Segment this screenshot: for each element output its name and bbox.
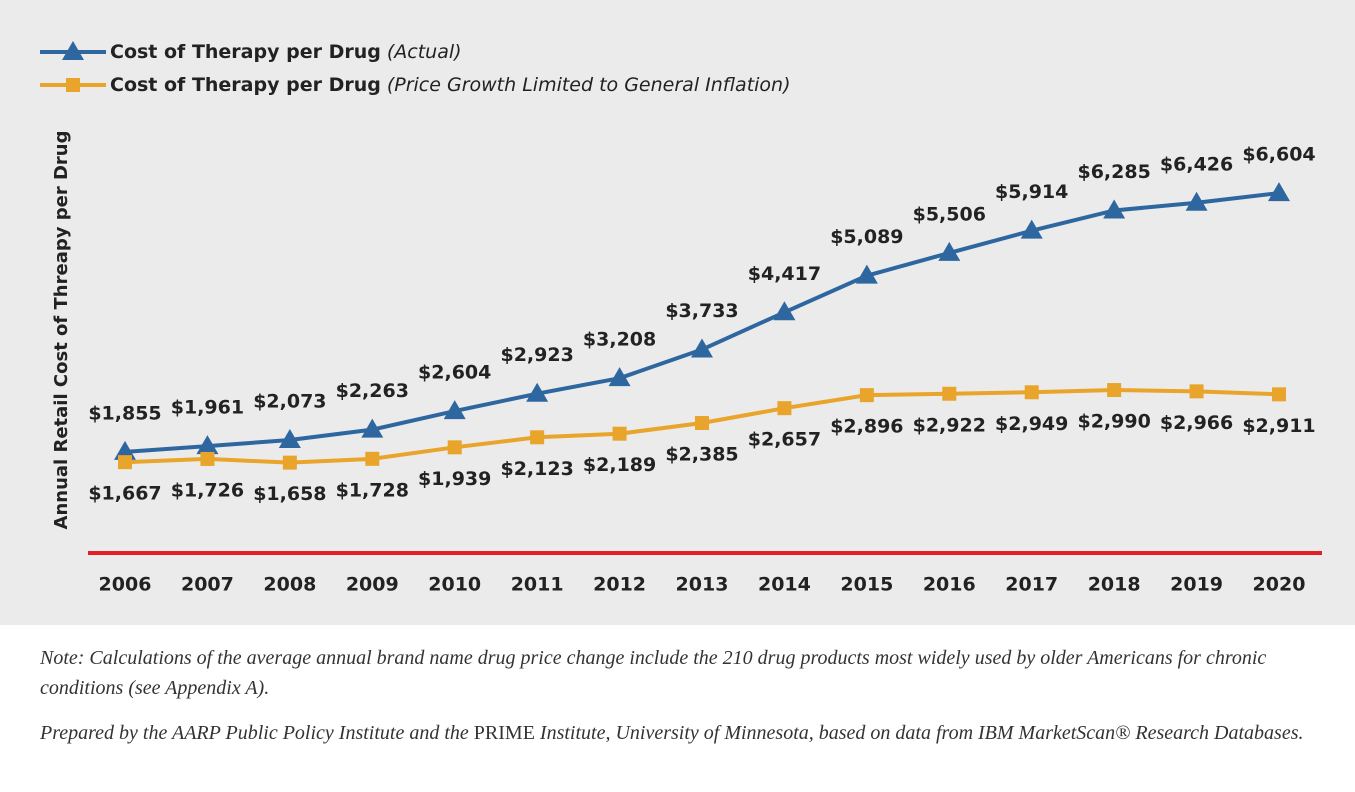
x-tick-label: 2009: [346, 574, 399, 596]
x-tick-label: 2013: [676, 574, 729, 596]
data-label: $5,506: [913, 203, 986, 225]
marker: [777, 401, 792, 416]
x-tick-label: 2017: [1005, 574, 1058, 596]
x-tick-label: 2010: [428, 574, 481, 596]
x-tick-label: 2014: [758, 574, 811, 596]
data-label: $2,896: [830, 416, 903, 438]
marker: [526, 382, 549, 402]
data-label: $2,073: [253, 391, 326, 413]
marker: [118, 455, 132, 470]
x-tick-label: 2018: [1088, 574, 1141, 596]
marker: [855, 264, 878, 284]
chart-panel: [0, 0, 1355, 625]
data-label: $2,263: [336, 380, 409, 402]
marker: [530, 430, 545, 445]
x-tick-label: 2006: [99, 574, 152, 596]
marker: [773, 301, 796, 321]
marker: [443, 400, 466, 420]
data-label: $2,657: [748, 429, 821, 451]
marker: [365, 451, 380, 466]
y-axis-title: Annual Retail Cost of Threapy per Drug: [51, 131, 72, 530]
legend-label: Cost of Therapy per Drug (Actual): [110, 41, 462, 63]
data-label: $3,733: [665, 300, 738, 322]
x-tick-label: 2011: [511, 574, 564, 596]
data-label: $5,914: [995, 181, 1068, 203]
data-label: $1,667: [88, 483, 161, 505]
data-label: $6,285: [1077, 161, 1150, 183]
marker: [1185, 191, 1208, 211]
marker: [612, 426, 627, 441]
marker: [1272, 387, 1286, 402]
chart: Annual Retail Cost of Threapy per Drug 2…: [40, 41, 1322, 596]
data-label: $2,123: [500, 458, 573, 480]
legend-qualifier: (Actual): [387, 41, 462, 63]
x-tick-label: 2016: [923, 574, 976, 596]
source-text: Institute, University of Minnesota, base…: [534, 722, 1304, 744]
data-label: $1,726: [171, 479, 244, 501]
marker: [62, 41, 84, 60]
marker: [282, 455, 297, 470]
data-label: $2,990: [1077, 411, 1150, 433]
data-label: $6,426: [1160, 153, 1233, 175]
marker: [1103, 199, 1126, 219]
source: Prepared by the AARP Public Policy Insti…: [40, 718, 1330, 748]
x-tick-label: 2015: [840, 574, 893, 596]
data-label: $1,728: [336, 479, 409, 501]
note: Note: Calculations of the average annual…: [40, 647, 1267, 699]
x-tick-label: 2012: [593, 574, 646, 596]
data-label: $1,855: [88, 402, 161, 424]
data-label: $2,189: [583, 454, 656, 476]
data-label: $1,658: [253, 483, 326, 505]
marker: [447, 440, 462, 455]
marker: [66, 78, 80, 92]
data-label: $2,966: [1160, 412, 1233, 434]
marker: [196, 435, 219, 455]
x-tick-label: 2019: [1170, 574, 1223, 596]
marker: [278, 429, 301, 449]
legend-name: Cost of Therapy per Drug: [110, 41, 381, 63]
data-label: $6,604: [1242, 144, 1315, 166]
x-tick-label: 2007: [181, 574, 234, 596]
marker: [942, 386, 957, 401]
x-tick-label: 2008: [263, 574, 316, 596]
data-label: $2,911: [1242, 415, 1315, 437]
data-label: $2,604: [418, 362, 491, 384]
legend-qualifier: (Price Growth Limited to General Inflati…: [387, 74, 791, 96]
marker: [695, 416, 709, 431]
marker: [691, 338, 713, 358]
x-tick-label: 2020: [1253, 574, 1306, 596]
data-label: $1,939: [418, 468, 491, 490]
legend-name: Cost of Therapy per Drug: [110, 74, 381, 96]
data-label: $1,961: [171, 397, 244, 419]
data-label: $2,385: [665, 444, 738, 466]
marker: [361, 418, 384, 438]
source-text: Prepared by the AARP Public Policy Insti…: [40, 722, 474, 744]
legend-label: Cost of Therapy per Drug (Price Growth Li…: [110, 74, 791, 96]
marker: [200, 451, 215, 466]
marker: [1020, 219, 1043, 239]
data-label: $4,417: [748, 263, 821, 285]
marker: [1107, 383, 1122, 398]
data-label: $2,922: [913, 414, 986, 436]
data-label: $5,089: [830, 226, 903, 248]
data-label: $2,949: [995, 413, 1068, 435]
data-label: $3,208: [583, 329, 656, 351]
marker: [1024, 385, 1039, 400]
data-label: $2,923: [500, 344, 573, 366]
marker: [938, 241, 961, 261]
marker: [608, 367, 631, 387]
source-text: PRIME: [473, 722, 535, 744]
marker: [859, 388, 874, 403]
marker: [1189, 384, 1204, 399]
marker: [1268, 182, 1290, 202]
